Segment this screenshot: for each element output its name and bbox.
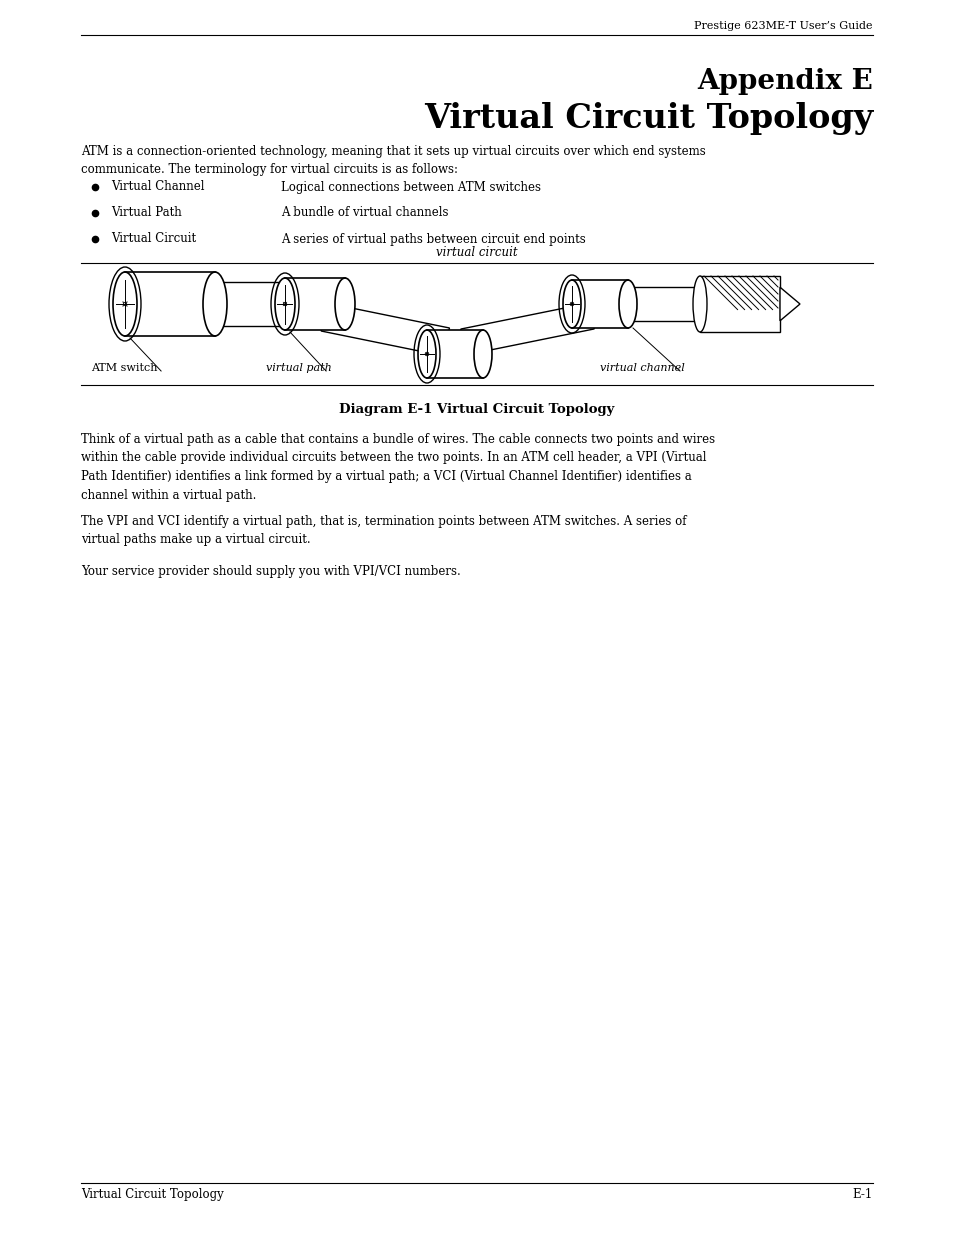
Ellipse shape — [112, 272, 137, 336]
Polygon shape — [460, 303, 594, 354]
Bar — [700, 275, 780, 332]
Ellipse shape — [618, 280, 637, 329]
Ellipse shape — [562, 280, 580, 329]
Bar — [125, 272, 214, 336]
Text: ATM switch: ATM switch — [91, 363, 157, 373]
Text: Virtual Path: Virtual Path — [111, 206, 182, 220]
Text: Virtual Circuit Topology: Virtual Circuit Topology — [423, 103, 872, 135]
Text: Your service provider should supply you with VPI/VCI numbers.: Your service provider should supply you … — [81, 564, 460, 578]
Text: Virtual Circuit Topology: Virtual Circuit Topology — [81, 1188, 224, 1200]
Polygon shape — [321, 303, 449, 356]
Text: A bundle of virtual channels: A bundle of virtual channels — [281, 206, 448, 220]
Text: virtual circuit: virtual circuit — [436, 246, 517, 259]
Text: ATM is a connection-oriented technology, meaning that it sets up virtual circuit: ATM is a connection-oriented technology,… — [81, 144, 705, 177]
Bar — [427, 330, 482, 378]
Ellipse shape — [335, 278, 355, 330]
Text: Prestige 623ME-T User’s Guide: Prestige 623ME-T User’s Guide — [694, 21, 872, 31]
Bar — [572, 280, 627, 329]
Polygon shape — [214, 282, 285, 326]
Text: The VPI and VCI identify a virtual path, that is, termination points between ATM: The VPI and VCI identify a virtual path,… — [81, 515, 686, 547]
Polygon shape — [627, 288, 700, 321]
Text: Virtual Circuit: Virtual Circuit — [111, 232, 196, 246]
Bar — [285, 278, 345, 330]
Text: virtual path: virtual path — [266, 363, 332, 373]
Text: E-1: E-1 — [852, 1188, 872, 1200]
Text: Virtual Channel: Virtual Channel — [111, 180, 204, 194]
Ellipse shape — [417, 330, 436, 378]
Polygon shape — [780, 288, 800, 321]
Text: Logical connections between ATM switches: Logical connections between ATM switches — [281, 180, 540, 194]
Text: A series of virtual paths between circuit end points: A series of virtual paths between circui… — [281, 232, 585, 246]
Text: Think of a virtual path as a cable that contains a bundle of wires. The cable co: Think of a virtual path as a cable that … — [81, 433, 715, 501]
Text: virtual channel: virtual channel — [599, 363, 684, 373]
Ellipse shape — [274, 278, 294, 330]
Ellipse shape — [474, 330, 492, 378]
Text: Diagram E-1 Virtual Circuit Topology: Diagram E-1 Virtual Circuit Topology — [339, 403, 614, 416]
Ellipse shape — [203, 272, 227, 336]
Ellipse shape — [692, 275, 706, 332]
Text: Appendix E: Appendix E — [697, 68, 872, 95]
